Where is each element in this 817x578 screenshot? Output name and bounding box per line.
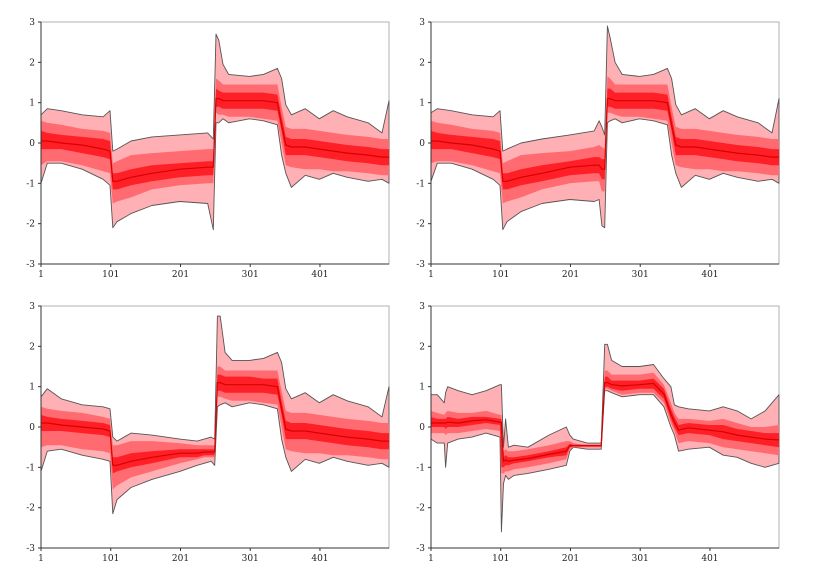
y-tick-label: 3 (419, 302, 425, 312)
x-tick-label: 1 (428, 270, 434, 280)
fan-chart-svg: -3 -2 -1 0 1 2 3 1 101 201 301 401 (416, 18, 780, 280)
x-tick-label: 201 (562, 270, 579, 280)
fan-chart-svg: -3 -2 -1 0 1 2 3 1 101 201 301 401 (26, 302, 390, 564)
median-line (431, 98, 779, 182)
y-tick-label: 0 (419, 139, 425, 149)
x-tick-label: 301 (242, 554, 259, 564)
y-tick-label: 0 (29, 139, 35, 149)
y-tick-label: -3 (416, 260, 425, 270)
x-tick-label: 201 (172, 554, 189, 564)
chart-panel-bottom-left: -3 -2 -1 0 1 2 3 1 101 201 301 401 (0, 284, 400, 574)
fan-chart-svg: -3 -2 -1 0 1 2 3 1 101 201 301 401 (26, 18, 390, 280)
y-tick-label: -2 (26, 220, 35, 230)
y-tick-label: 0 (29, 423, 35, 433)
y-tick-label: 1 (29, 383, 35, 393)
chart-panel-bottom-right: -3 -2 -1 0 1 2 3 1 101 201 301 401 (390, 284, 790, 574)
y-tick-label: -1 (416, 463, 425, 473)
y-tick-label: 2 (419, 58, 425, 68)
x-tick-label: 101 (492, 554, 509, 564)
y-tick-label: -2 (26, 504, 35, 514)
chart-panel-top-left: -3 -2 -1 0 1 2 3 1 101 201 301 401 (0, 0, 400, 290)
x-tick-label: 101 (102, 270, 119, 280)
y-tick-label: 3 (29, 18, 35, 28)
x-tick-label: 101 (492, 270, 509, 280)
y-tick-label: 3 (419, 18, 425, 28)
x-tick-label: 401 (311, 270, 328, 280)
y-tick-label: 1 (419, 383, 425, 393)
y-tick-label: 1 (419, 99, 425, 109)
y-tick-label: -1 (26, 463, 35, 473)
y-tick-label: -3 (26, 544, 35, 554)
x-tick-label: 301 (632, 270, 649, 280)
x-tick-label: 301 (632, 554, 649, 564)
median-line (41, 382, 389, 466)
x-tick-label: 101 (102, 554, 119, 564)
y-tick-label: 2 (419, 342, 425, 352)
y-tick-label: -1 (26, 179, 35, 189)
chart-panel-top-right: -3 -2 -1 0 1 2 3 1 101 201 301 401 (390, 0, 790, 290)
fan-chart-svg: -3 -2 -1 0 1 2 3 1 101 201 301 401 (416, 302, 780, 564)
x-tick-label: 401 (701, 270, 718, 280)
y-tick-label: 0 (419, 423, 425, 433)
y-tick-label: 2 (29, 342, 35, 352)
x-tick-label: 301 (242, 270, 259, 280)
x-tick-label: 1 (38, 270, 44, 280)
y-tick-label: -3 (416, 544, 425, 554)
y-tick-label: -2 (416, 220, 425, 230)
x-tick-label: 401 (311, 554, 328, 564)
y-tick-label: -1 (416, 179, 425, 189)
x-tick-label: 1 (38, 554, 44, 564)
x-tick-label: 201 (172, 270, 189, 280)
x-tick-label: 201 (562, 554, 579, 564)
median-line (41, 98, 389, 182)
y-tick-label: -3 (26, 260, 35, 270)
x-tick-label: 1 (428, 554, 434, 564)
y-tick-label: 2 (29, 58, 35, 68)
y-tick-label: 3 (29, 302, 35, 312)
median-line (431, 382, 780, 463)
y-tick-label: 1 (29, 99, 35, 109)
y-tick-label: -2 (416, 504, 425, 514)
x-tick-label: 401 (701, 554, 718, 564)
